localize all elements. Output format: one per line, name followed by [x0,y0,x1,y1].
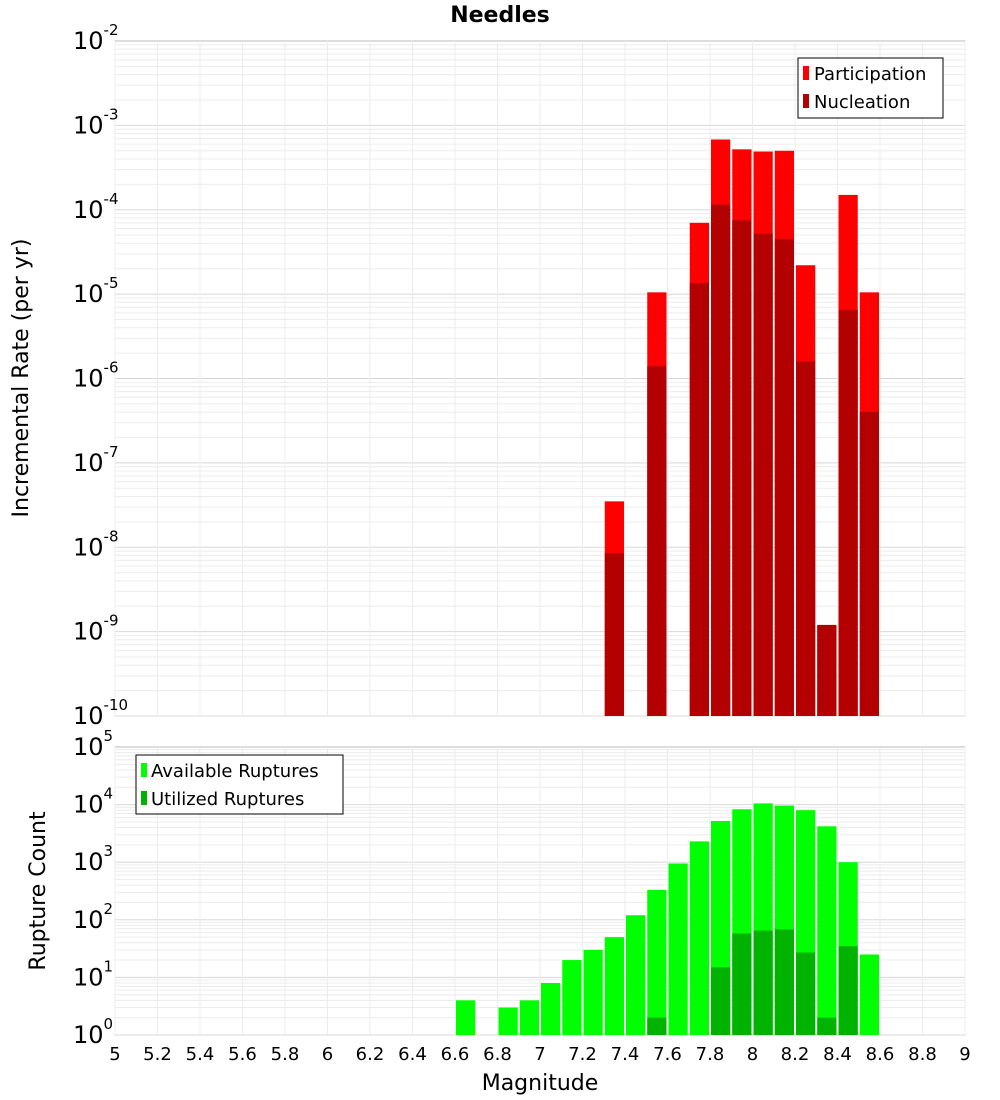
bottom-bar-series2 [753,930,773,1035]
x-tick-label: 8 [747,1044,758,1065]
top-bar-series2 [859,412,879,716]
x-tick-label: 8.4 [823,1044,852,1065]
y-tick-label: 103 [73,842,113,876]
bottom-bar-series2 [711,967,731,1035]
bottom-bar-series1 [456,1000,476,1035]
bottom-bar-series2 [732,933,752,1035]
y-tick-label: 10-3 [73,105,119,139]
legend-label-participation: Participation [814,64,926,85]
y-tick-label: 10-4 [73,190,119,224]
y-tick-label: 10-2 [73,21,119,55]
x-tick-label: 7 [534,1044,545,1065]
bottom-bar-series1 [817,826,837,1035]
bottom-y-axis-label: Rupture Count [26,811,51,971]
bottom-bar-series2 [817,1017,837,1035]
bottom-y-tick-labels: 100 101 102 103 104 105 [73,727,113,1049]
legend-swatch-available [141,763,147,777]
bottom-bar-series2 [796,952,816,1035]
x-tick-label: 5.6 [228,1044,257,1065]
top-bar-series2 [838,309,858,716]
top-bar-series2 [796,361,816,716]
bottom-bar-series1 [859,954,879,1035]
top-y-tick-labels: 10-10 10-9 10-8 10-7 10-6 10-5 10-4 10-3 10-2 [73,21,128,730]
legend-label-nucleation: Nucleation [814,92,910,113]
x-tick-label: 8.2 [781,1044,810,1065]
top-legend: Participation Nucleation [797,57,944,119]
x-tick-label: 7.8 [696,1044,725,1065]
x-tick-label: 9 [959,1044,970,1065]
y-tick-label: 10-6 [73,359,119,393]
x-tick-label: 5 [109,1044,120,1065]
bottom-bar-series1 [541,982,561,1035]
bottom-bar-series1 [626,915,646,1035]
top-bar-series2 [817,624,837,716]
top-y-axis-label: Incremental Rate (per yr) [9,239,34,518]
x-tick-label: 7.6 [653,1044,682,1065]
x-tick-label: 6.4 [398,1044,427,1065]
top-bar-series2 [689,283,709,716]
x-tick-label: 6.6 [441,1044,470,1065]
bottom-bar-series1 [498,1007,518,1035]
y-tick-label: 104 [73,785,113,819]
legend-label-available: Available Ruptures [151,761,319,782]
top-bars [604,139,879,717]
y-tick-label: 10-5 [73,274,119,308]
x-tick-label: 8.6 [866,1044,895,1065]
x-tick-label: 5.4 [186,1044,215,1065]
x-tick-label: 6.8 [483,1044,512,1065]
top-bar-series2 [604,553,624,716]
bottom-bars [456,803,879,1035]
top-plot-area: 10-10 10-9 10-8 10-7 10-6 10-5 10-4 10-3 10-2 In… [9,21,966,730]
top-legend-box [797,57,944,119]
y-tick-label: 10-8 [73,527,119,561]
bottom-bar-series1 [689,841,709,1035]
x-tick-labels: 5 5.2 5.4 5.6 5.8 6 6.2 6.4 6.6 6.8 7 7.2 7.4 7.6 7.8 8… [109,1044,970,1065]
bottom-bar-series2 [774,929,794,1035]
legend-swatch-participation [803,66,809,80]
bottom-bar-series1 [562,960,582,1035]
x-tick-label: 6.2 [356,1044,385,1065]
legend-swatch-nucleation [803,94,809,108]
y-tick-label: 105 [73,727,113,761]
bottom-bar-series1 [668,863,688,1035]
x-tick-label: 8.8 [908,1044,937,1065]
x-tick-label: 5.8 [271,1044,300,1065]
y-tick-label: 102 [73,900,113,934]
bottom-legend: Available Ruptures Utilized Ruptures [135,754,344,815]
top-bar-series2 [647,366,667,716]
y-tick-label: 10-10 [73,696,128,730]
bottom-plot-area: 100 101 102 103 104 105 5 5.2 5.4 5.6 5.8 6 6.2 6.4 6… [26,727,971,1096]
x-tick-label: 7.4 [611,1044,640,1065]
bottom-bar-series2 [838,946,858,1035]
bottom-legend-box [135,754,344,815]
bottom-bar-series1 [647,889,667,1035]
y-tick-label: 100 [73,1015,113,1049]
legend-swatch-utilized [141,791,147,805]
chart-title: Needles [450,3,550,28]
bottom-bar-series2 [647,1017,667,1035]
legend-label-utilized: Utilized Ruptures [151,789,304,810]
top-bar-series2 [774,239,794,716]
top-bar-series2 [732,220,752,717]
bottom-bar-series1 [583,949,603,1035]
y-tick-label: 10-7 [73,443,119,477]
y-tick-label: 101 [73,957,113,991]
y-tick-label: 10-9 [73,612,119,646]
bottom-bar-series1 [519,1000,539,1035]
bottom-bar-series1 [604,937,624,1035]
top-bar-series2 [711,204,731,717]
x-tick-label: 5.2 [143,1044,172,1065]
x-axis-label: Magnitude [482,1071,599,1096]
x-tick-label: 7.2 [568,1044,597,1065]
top-bar-series2 [753,233,773,716]
x-tick-label: 6 [322,1044,333,1065]
top-gridlines [114,41,966,717]
